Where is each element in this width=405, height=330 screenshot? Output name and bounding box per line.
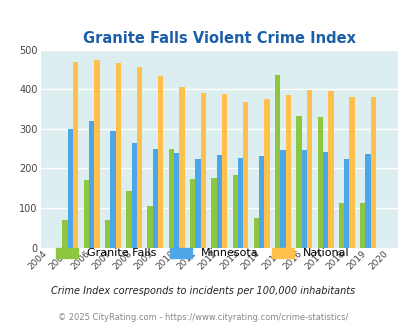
Bar — [73, 62, 78, 248]
Bar — [237, 158, 243, 248]
Bar — [94, 60, 99, 247]
Bar — [126, 191, 131, 248]
Legend: Granite Falls, Minnesota, National: Granite Falls, Minnesota, National — [56, 248, 349, 258]
Bar — [232, 175, 237, 248]
Bar — [104, 220, 110, 248]
Bar — [359, 203, 364, 248]
Bar — [264, 99, 269, 248]
Bar — [301, 150, 306, 248]
Bar — [296, 115, 301, 248]
Bar — [89, 121, 94, 248]
Bar — [179, 87, 184, 248]
Bar — [147, 206, 152, 248]
Bar — [211, 178, 216, 248]
Bar — [200, 93, 205, 248]
Bar — [327, 91, 333, 248]
Text: © 2025 CityRating.com - https://www.cityrating.com/crime-statistics/: © 2025 CityRating.com - https://www.city… — [58, 313, 347, 322]
Bar — [338, 203, 343, 248]
Bar — [370, 97, 375, 248]
Bar — [222, 94, 227, 248]
Title: Granite Falls Violent Crime Index: Granite Falls Violent Crime Index — [83, 31, 355, 46]
Text: Crime Index corresponds to incidents per 100,000 inhabitants: Crime Index corresponds to incidents per… — [51, 286, 354, 296]
Bar — [274, 75, 280, 248]
Bar — [110, 131, 115, 248]
Bar — [68, 129, 73, 248]
Bar — [317, 117, 322, 248]
Bar — [216, 155, 222, 248]
Bar — [195, 159, 200, 248]
Bar — [349, 97, 354, 248]
Bar — [62, 220, 68, 248]
Bar — [285, 95, 290, 248]
Bar — [131, 143, 136, 248]
Bar — [322, 152, 327, 248]
Bar — [258, 156, 264, 248]
Bar — [136, 67, 142, 248]
Bar — [343, 159, 349, 248]
Bar — [168, 149, 174, 248]
Bar — [243, 102, 248, 248]
Bar — [253, 218, 258, 248]
Bar — [306, 90, 311, 248]
Bar — [158, 77, 163, 248]
Bar — [152, 149, 158, 248]
Bar — [190, 179, 195, 248]
Bar — [83, 180, 89, 248]
Bar — [174, 153, 179, 248]
Bar — [364, 154, 370, 248]
Bar — [115, 63, 121, 248]
Bar — [280, 150, 285, 248]
